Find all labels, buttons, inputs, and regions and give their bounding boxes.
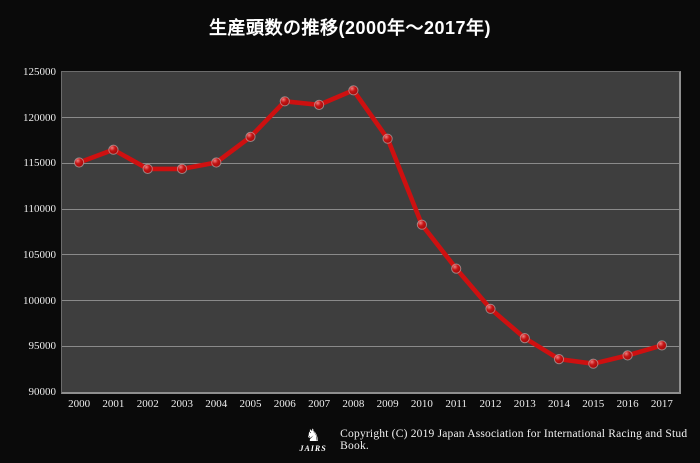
data-point [245,131,256,143]
data-point [622,350,633,361]
data-point [108,144,119,155]
x-axis-label: 2002 [136,398,159,410]
data-point [656,340,668,351]
x-axis-label: 2003 [170,398,193,410]
plot-area [61,71,681,394]
data-point [451,263,462,274]
x-axis-label: 2001 [102,398,125,410]
y-axis-label: 90000 [28,386,57,398]
y-axis-label: 125000 [23,66,56,78]
gridline [62,162,679,164]
data-point [348,85,359,96]
x-axis-label: 2013 [513,398,536,410]
x-axis-label: 2012 [479,398,502,410]
x-axis-label: 2000 [68,398,91,410]
logo-text: JAIRS [299,443,327,453]
data-point [142,163,153,175]
x-axis-label: 2008 [342,398,365,410]
data-point [553,354,565,365]
gridline [62,345,679,347]
x-axis-label: 2004 [205,398,228,410]
x-axis-label: 2005 [239,398,262,410]
data-point [416,219,427,230]
x-axis-label: 2006 [273,398,296,410]
data-point [519,333,530,344]
jairs-logo: ♞ JAIRS [296,425,330,453]
gridline [62,254,679,256]
y-axis-label: 100000 [23,294,56,307]
data-point [211,157,222,168]
data-point [314,99,325,111]
gridline [62,208,679,210]
y-axis-label: 105000 [23,248,56,261]
gridline [62,300,679,302]
y-axis-label: 95000 [28,340,57,353]
data-point [485,303,496,314]
x-axis-label: 2014 [548,398,571,410]
data-point [176,163,188,175]
x-axis-label: 2009 [376,398,399,410]
x-axis-label: 2016 [616,398,639,410]
x-axis-label: 2015 [582,398,605,410]
line-series [74,85,668,369]
x-axis-label: 2011 [445,398,467,410]
horse-icon: ♞ [305,425,321,446]
x-axis-label: 2010 [410,398,433,410]
x-axis-label: 2007 [308,398,331,410]
copyright-text: Copyright (C) 2019 Japan Association for… [340,428,688,452]
y-axis-label: 120000 [23,111,56,124]
y-axis-label: 110000 [23,203,56,216]
y-axis-label: 115000 [23,157,56,170]
footer: ♞ JAIRS Copyright (C) 2019 Japan Associa… [296,422,700,458]
x-axis-label: 2017 [650,398,673,410]
data-point [279,96,290,107]
line-path [76,87,665,367]
chart-title: 生産頭数の推移(2000年～2017年) [208,18,492,38]
data-point [382,133,393,144]
data-point [588,358,599,369]
data-point [74,157,85,168]
